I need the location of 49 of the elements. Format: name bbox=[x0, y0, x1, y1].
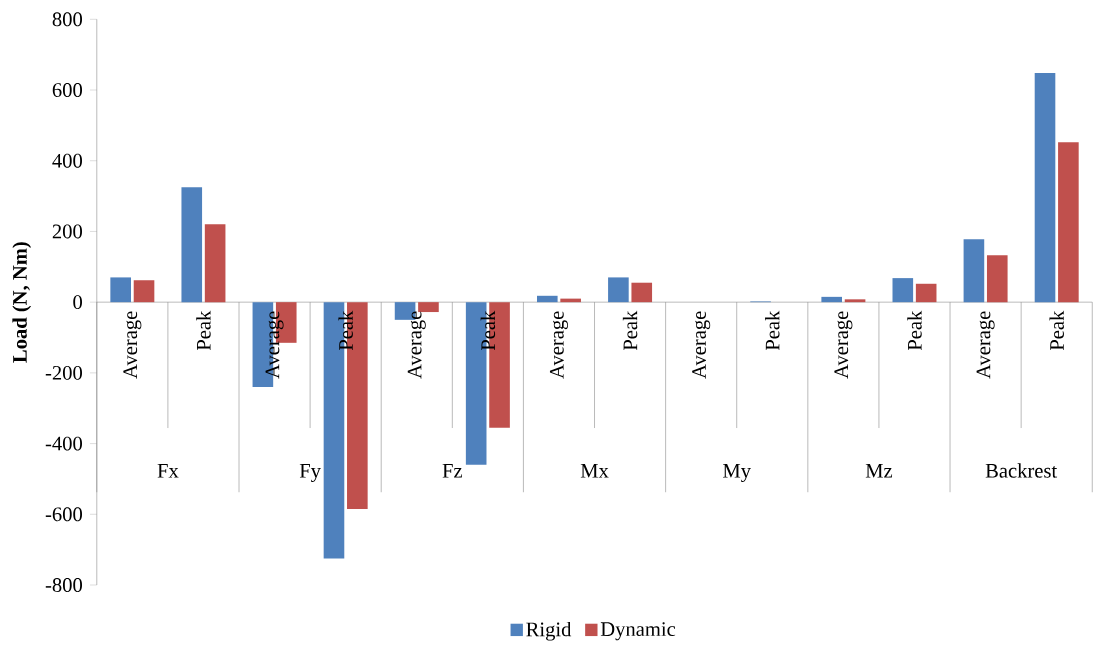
x-tick-label: Peak bbox=[480, 310, 496, 350]
y-tick-label: -600 bbox=[45, 507, 83, 522]
bar bbox=[963, 239, 985, 303]
y-tick-label: 600 bbox=[52, 82, 83, 97]
x-tick-label: Peak bbox=[907, 310, 922, 350]
y-tick-label: 400 bbox=[52, 153, 83, 168]
bar bbox=[110, 277, 131, 303]
bar bbox=[181, 187, 203, 303]
legend-label: Rigid bbox=[526, 621, 572, 641]
y-axis-title: Load (N, Nm) bbox=[12, 242, 32, 363]
y-tick-label: 0 bbox=[73, 295, 83, 309]
annotation: Mz bbox=[865, 463, 893, 478]
bar bbox=[133, 280, 155, 303]
x-tick-label: Average bbox=[265, 311, 284, 379]
x-tick-label: Average bbox=[123, 311, 142, 379]
y-tick-label: 800 bbox=[52, 12, 83, 27]
bar bbox=[892, 277, 914, 303]
bar bbox=[986, 255, 1008, 303]
x-tick-label: Peak bbox=[765, 310, 780, 350]
annotation: Fx bbox=[157, 463, 179, 478]
x-tick-label: Average bbox=[834, 311, 853, 379]
legend-label: Dynamic bbox=[600, 622, 676, 641]
annotation: Backrest bbox=[985, 463, 1058, 478]
bar bbox=[536, 295, 558, 303]
bar bbox=[204, 224, 226, 303]
x-tick-label: Average bbox=[407, 311, 426, 379]
y-tick-label: 200 bbox=[52, 224, 83, 239]
bar bbox=[418, 302, 439, 312]
x-tick-label: Peak bbox=[196, 310, 211, 350]
bar bbox=[608, 277, 629, 303]
y-tick-label: -400 bbox=[45, 436, 83, 451]
bar bbox=[915, 283, 937, 303]
bar bbox=[1058, 142, 1079, 303]
annotation: Fy bbox=[299, 463, 321, 482]
annotation: Fz bbox=[442, 463, 463, 478]
bar bbox=[1034, 72, 1056, 303]
y-tick-label: -200 bbox=[45, 365, 83, 380]
bar bbox=[631, 282, 653, 303]
x-tick-label: Average bbox=[549, 311, 568, 379]
annotation: Mx bbox=[580, 463, 609, 478]
x-tick-label: Average bbox=[692, 311, 711, 379]
y-tick-label: -800 bbox=[45, 577, 83, 592]
x-tick-label: Peak bbox=[622, 310, 638, 350]
x-tick-label: Peak bbox=[1049, 310, 1064, 350]
bar bbox=[844, 299, 866, 303]
annotation: My bbox=[723, 463, 751, 482]
x-tick-label: Peak bbox=[338, 310, 353, 350]
x-tick-label: Average bbox=[976, 311, 995, 379]
bar bbox=[821, 296, 843, 303]
